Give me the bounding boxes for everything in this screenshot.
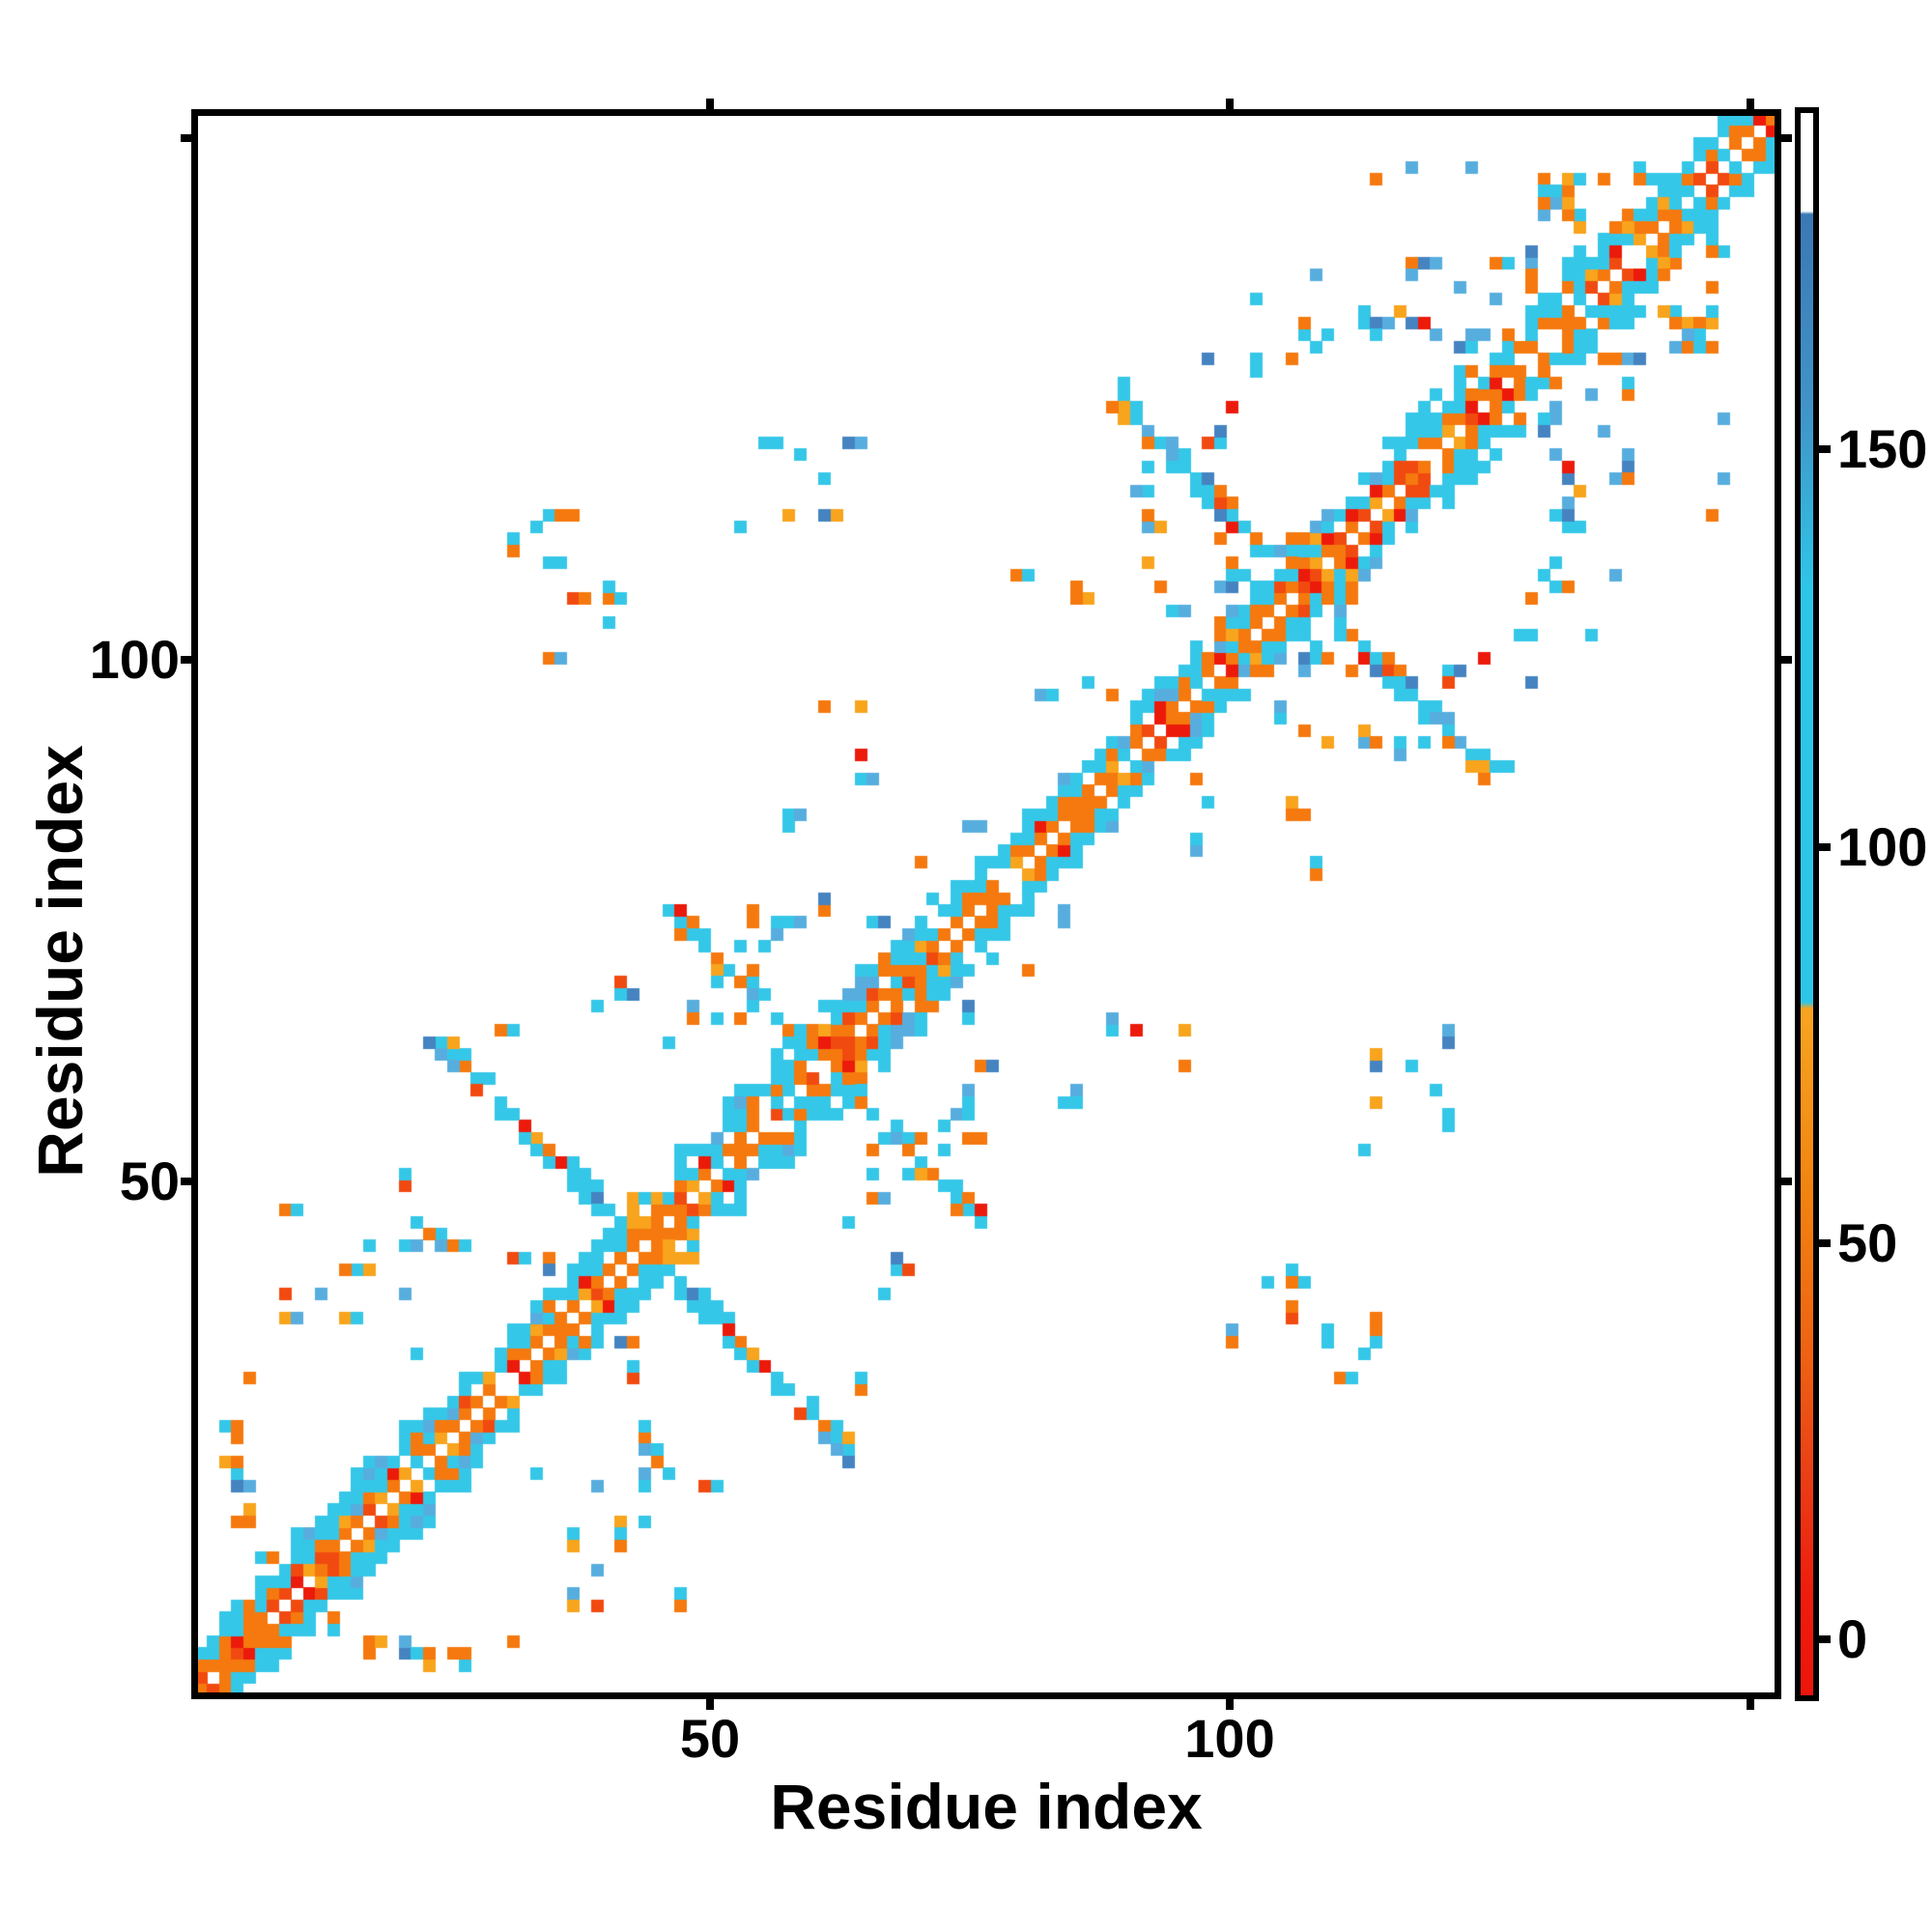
colorbar-gradient	[1801, 113, 1813, 1695]
x-axis-title: Residue index	[770, 1771, 1203, 1842]
heatmap-cells	[195, 113, 1777, 1695]
axis-tick	[1819, 843, 1831, 851]
colorbar-tick-label-150: 150	[1837, 418, 1928, 479]
axis-tick	[1819, 1239, 1831, 1247]
axis-tick	[181, 134, 192, 142]
axis-tick	[1747, 1698, 1754, 1710]
y-axis-title: Residue index	[24, 745, 96, 1178]
colorbar-tick-label-50: 50	[1837, 1212, 1898, 1273]
axis-tick	[1780, 134, 1792, 142]
x-tick-label-50: 50	[679, 1708, 741, 1769]
axis-tick	[181, 1178, 192, 1185]
axis-tick	[706, 1698, 714, 1710]
axis-tick	[1780, 656, 1792, 664]
axis-tick	[1780, 1178, 1792, 1185]
colorbar-tick-label-0: 0	[1837, 1608, 1868, 1669]
axis-tick	[706, 99, 714, 110]
axis-tick	[181, 656, 192, 664]
axis-tick	[1747, 99, 1754, 110]
axis-tick	[1226, 99, 1234, 110]
axis-tick	[1226, 1698, 1234, 1710]
y-tick-label-100: 100	[89, 629, 180, 690]
x-tick-label-100: 100	[1184, 1708, 1275, 1769]
axis-tick	[1819, 445, 1831, 453]
plot-border	[191, 109, 1781, 1699]
colorbar-tick-label-100: 100	[1837, 816, 1928, 877]
y-tick-label-50: 50	[119, 1151, 180, 1211]
axis-tick	[1819, 1635, 1831, 1643]
